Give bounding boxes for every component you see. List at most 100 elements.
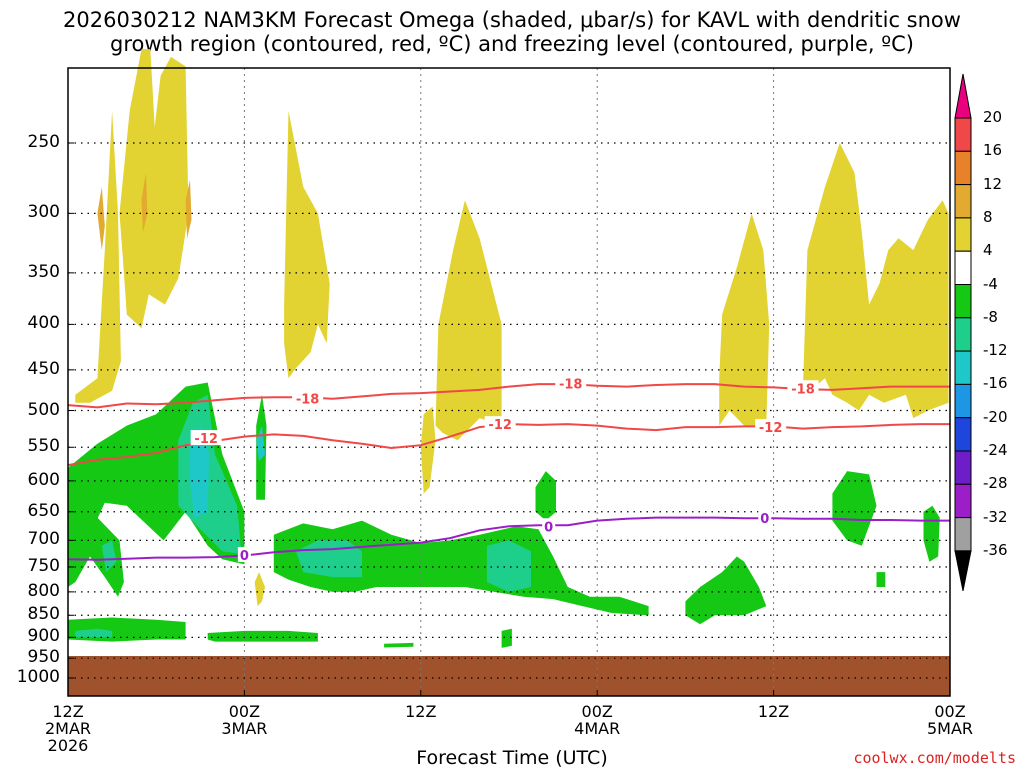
y-tick-label: 350 (27, 261, 60, 282)
omega-region-6 (803, 143, 949, 419)
omega-region-9 (141, 172, 148, 233)
colorbar-label: -20 (983, 407, 1008, 426)
x-tick-label: 00Z (934, 702, 966, 721)
omega-region-20 (685, 556, 767, 625)
colorbar-band-11 (954, 450, 972, 485)
colorbar-band-10 (954, 417, 972, 452)
contour-label-bg-5 (755, 419, 787, 435)
y-tick-label: 300 (27, 202, 60, 223)
x-axis-title: Forecast Time (UTC) (416, 747, 608, 769)
omega-region-28 (101, 540, 117, 573)
plot-frame (67, 67, 951, 697)
y-tick-label: 900 (27, 626, 60, 647)
omega-region-24 (178, 394, 242, 554)
contour-line-0 (67, 516, 950, 561)
contour-label: -12 (194, 432, 218, 447)
colorbar-band-8 (954, 350, 972, 385)
y-tick-label: 750 (27, 555, 60, 576)
colorbar-label: 4 (983, 241, 993, 260)
y-tick-label: 400 (27, 313, 60, 334)
omega-region-7 (254, 572, 265, 607)
omega-region-18 (384, 642, 414, 648)
contour-label: 0 (240, 549, 249, 564)
contour-label-bg-7 (542, 518, 556, 534)
omega-region-22 (876, 572, 886, 587)
colorbar-label: 12 (983, 174, 1003, 193)
contour-label-bg-4 (484, 416, 516, 432)
y-tick-label: 600 (27, 469, 60, 490)
chart-title-line-2: growth region (contoured, red, ºC) and f… (110, 32, 914, 56)
contour-label: 0 (760, 512, 769, 527)
x-tick-label: 12Z (405, 702, 437, 721)
x-tick-label: 3MAR (221, 719, 268, 738)
colorbar-band-12 (954, 483, 972, 519)
omega-region-23 (923, 505, 940, 562)
x-tick-label: 00Z (228, 702, 261, 721)
colorbar-band-1 (954, 117, 972, 152)
y-tick-label: 250 (27, 132, 60, 152)
contour-label-bg-0 (292, 390, 324, 406)
x-tick-label: 5MAR (926, 719, 974, 738)
omega-region-16 (68, 617, 186, 642)
contour-label-bg-6 (237, 546, 251, 562)
colorbar-band-9 (954, 383, 972, 419)
colorbar-label: -4 (983, 274, 998, 293)
colorbar-band-6 (954, 284, 972, 319)
x-tick-label: 2026 (47, 736, 89, 755)
contour-label-bg-2 (787, 380, 819, 396)
colorbar-label: 20 (983, 108, 1003, 126)
omega-region-0 (75, 110, 121, 403)
x-tick-label: 12Z (52, 702, 84, 721)
omega-region-14 (273, 520, 649, 616)
omega-region-27 (486, 540, 531, 592)
y-tick-label: 950 (27, 647, 60, 668)
colorbar-band-3 (954, 184, 972, 219)
credit-text: coolwx.com/modelts (853, 749, 1016, 767)
colorbar-top-arrow (954, 73, 972, 119)
contour-label-bg-3 (190, 430, 222, 446)
contour-label: -18 (296, 393, 320, 408)
colorbar-label: -8 (983, 307, 998, 326)
omega-region-4 (420, 406, 436, 494)
omega-region-17 (207, 630, 318, 642)
x-tick-label: 00Z (581, 702, 613, 721)
contour-label: -18 (791, 382, 815, 397)
contour-label: -18 (559, 377, 583, 392)
omega-region-8 (97, 186, 105, 251)
colorbar-label: -36 (983, 540, 1008, 559)
x-tick-label: 12Z (757, 702, 790, 721)
colorbar-band-4 (954, 217, 972, 252)
y-tick-label: 700 (27, 529, 60, 550)
y-tick-label: 650 (27, 500, 60, 521)
colorbar-label: 8 (983, 207, 993, 226)
y-tick-label: 550 (27, 436, 60, 457)
contour-label-bg-1 (555, 375, 587, 391)
y-tick-label: 500 (27, 399, 60, 420)
x-tick-label: 4MAR (574, 719, 621, 738)
omega-region-2 (284, 110, 330, 379)
omega-region-19 (501, 628, 512, 648)
y-tick-label: 850 (27, 604, 60, 625)
omega-region-5 (719, 213, 770, 426)
colorbar-band-7 (954, 317, 972, 352)
omega-region-29 (190, 425, 210, 518)
y-tick-label: 800 (27, 580, 60, 601)
omega-region-21 (832, 471, 877, 546)
colorbar-label: -12 (983, 341, 1008, 360)
omega-region-3 (435, 200, 502, 441)
colorbar-label: -24 (983, 441, 1008, 459)
omega-region-26 (75, 628, 113, 638)
colorbar-bottom-arrow (954, 550, 972, 591)
colorbar-label: 16 (983, 141, 1003, 160)
contour-label: -12 (488, 418, 512, 433)
colorbar-label: -28 (983, 474, 1008, 493)
colorbar-band-2 (954, 150, 972, 186)
x-tick-label: 2MAR (44, 719, 92, 738)
omega-region-10 (185, 179, 192, 239)
contour-label: -12 (759, 421, 783, 436)
colorbar-label: -16 (983, 374, 1008, 393)
colorbar-band-5 (954, 250, 972, 285)
contour-label-bg-8 (758, 510, 772, 526)
colorbar-label: -32 (983, 507, 1008, 526)
